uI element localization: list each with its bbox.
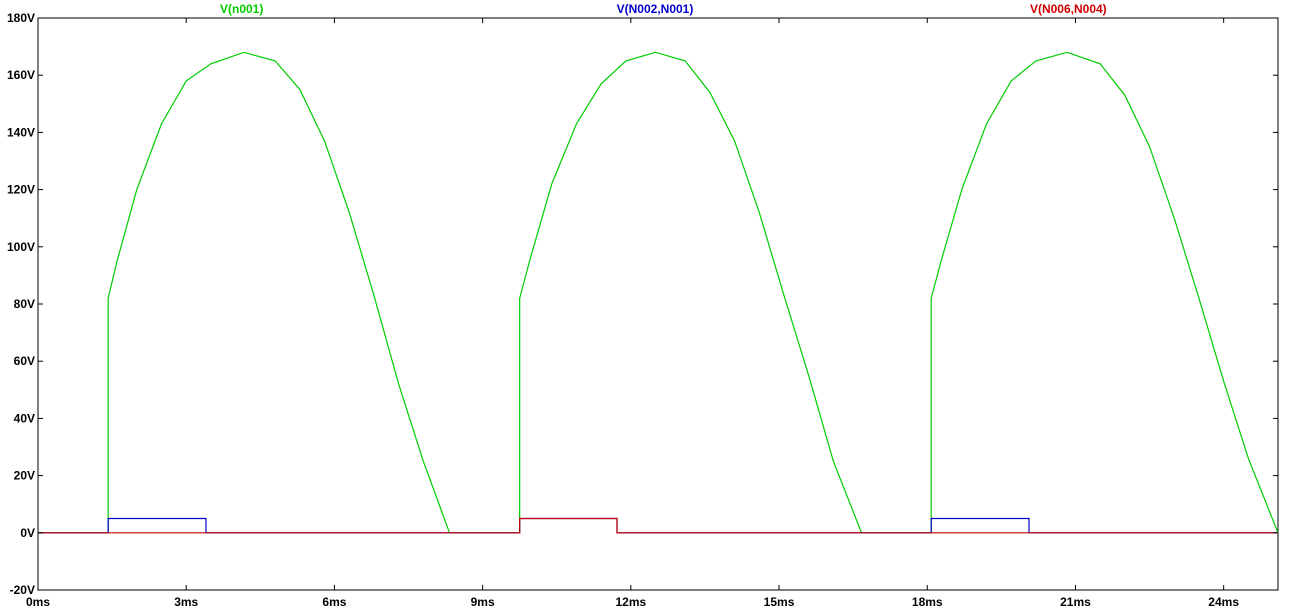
trace-title[interactable]: V(N002,N001): [617, 2, 694, 16]
x-tick-label: 15ms: [764, 595, 795, 609]
y-tick-label: 180V: [7, 11, 35, 25]
y-tick-label: 60V: [14, 354, 35, 368]
trace-line-0: [38, 51, 1279, 534]
x-tick-label: 9ms: [471, 595, 495, 609]
x-tick-label: 0ms: [26, 595, 50, 609]
trace-title[interactable]: V(n001): [220, 2, 263, 16]
y-tick-label: 80V: [14, 297, 35, 311]
x-tick-label: 3ms: [174, 595, 198, 609]
trace-line-2: [38, 517, 1278, 534]
x-axis: 0ms 3ms 6ms 9ms 12ms 15ms 18ms 21ms 24ms: [26, 18, 1239, 609]
y-tick-label: 140V: [7, 125, 35, 139]
x-tick-label: 12ms: [615, 595, 646, 609]
x-tick-label: 24ms: [1208, 595, 1239, 609]
x-tick-label: 21ms: [1060, 595, 1091, 609]
x-tick-label: 6ms: [322, 595, 346, 609]
y-tick-label: -20V: [10, 583, 35, 597]
trace-title[interactable]: V(N006,N004): [1030, 2, 1107, 16]
y-tick-label: 40V: [14, 411, 35, 425]
y-tick-label: 160V: [7, 68, 35, 82]
y-tick-label: 120V: [7, 183, 35, 197]
traces-group: [38, 51, 1279, 534]
y-tick-label: 100V: [7, 240, 35, 254]
plot-area-frame: [37, 17, 1279, 591]
trace-titles: V(n001) V(N002,N001) V(N006,N004): [220, 2, 1107, 16]
x-tick-label: 18ms: [912, 595, 943, 609]
y-tick-label: 0V: [20, 526, 35, 540]
y-axis: -20V 0V 20V 40V 60V 80V 100V 120V 140V 160V 180V: [7, 11, 1278, 597]
y-tick-label: 20V: [14, 469, 35, 483]
